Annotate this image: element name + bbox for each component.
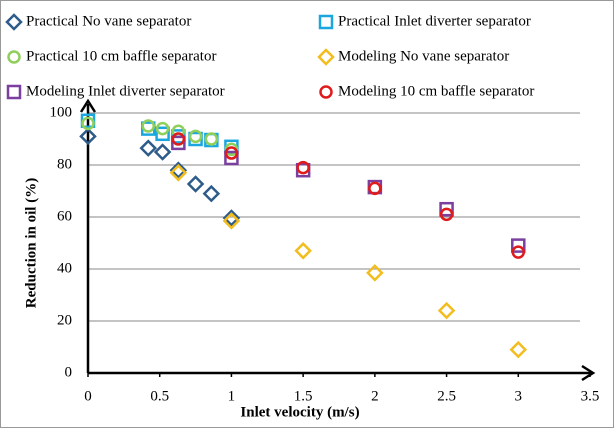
point bbox=[155, 126, 170, 142]
x-axis-arrow bbox=[581, 364, 596, 382]
point bbox=[79, 127, 97, 146]
x-tick-label: 0 bbox=[84, 388, 92, 404]
point bbox=[171, 132, 186, 146]
y-tick-label: 20 bbox=[57, 312, 72, 328]
y-axis-label: Reduction in oil (%) bbox=[23, 178, 39, 308]
y-tick-label: 60 bbox=[57, 208, 72, 224]
y-tick-label: 100 bbox=[50, 104, 73, 120]
point bbox=[437, 301, 456, 320]
point bbox=[439, 201, 454, 217]
legend-marker bbox=[7, 50, 21, 64]
legend-marker bbox=[318, 14, 334, 30]
point bbox=[222, 212, 241, 230]
y-axis-arrow bbox=[79, 98, 97, 113]
x-axis-label: Inlet velocity (m/s) bbox=[240, 404, 359, 420]
point bbox=[511, 245, 526, 259]
y-tick-label: 80 bbox=[57, 156, 72, 172]
legend-label: Modeling No vane separator bbox=[338, 48, 509, 64]
x-tick-label: 3.5 bbox=[581, 388, 600, 404]
x-tick-label: 0.5 bbox=[150, 388, 169, 404]
point bbox=[202, 184, 221, 203]
legend-label: Modeling Inlet diverter separator bbox=[26, 83, 225, 99]
point bbox=[186, 175, 205, 193]
x-tick-label: 3 bbox=[515, 388, 523, 404]
point bbox=[169, 164, 188, 182]
point bbox=[155, 121, 170, 136]
point bbox=[366, 264, 384, 282]
point bbox=[368, 181, 382, 196]
x-tick-label: 2.5 bbox=[437, 388, 456, 404]
legend-label: Practical No vane separator bbox=[26, 13, 191, 29]
legend-marker bbox=[5, 13, 23, 31]
point bbox=[222, 209, 241, 227]
legend-label: Modeling 10 cm baffle separator bbox=[338, 83, 534, 99]
legend-label: Practical Inlet diverter separator bbox=[338, 13, 531, 29]
x-tick-label: 1 bbox=[228, 388, 236, 404]
legend-marker bbox=[6, 84, 22, 100]
y-tick-label: 0 bbox=[65, 364, 73, 380]
point bbox=[509, 340, 528, 359]
legend-marker bbox=[317, 48, 335, 66]
point bbox=[153, 143, 172, 161]
point bbox=[139, 139, 158, 157]
point bbox=[204, 132, 219, 146]
legend-label: Practical 10 cm baffle separator bbox=[26, 48, 216, 64]
point bbox=[169, 161, 188, 179]
legend-marker bbox=[319, 85, 333, 99]
point bbox=[188, 129, 203, 144]
point bbox=[224, 146, 239, 160]
point bbox=[294, 242, 312, 260]
point bbox=[511, 238, 526, 253]
point bbox=[141, 119, 155, 133]
x-tick-label: 1.5 bbox=[294, 388, 313, 404]
x-tick-label: 2 bbox=[371, 388, 379, 404]
point bbox=[171, 135, 186, 151]
point bbox=[439, 207, 454, 222]
point bbox=[296, 160, 310, 175]
y-tick-label: 40 bbox=[57, 260, 72, 276]
point bbox=[224, 150, 239, 166]
point bbox=[81, 116, 95, 131]
